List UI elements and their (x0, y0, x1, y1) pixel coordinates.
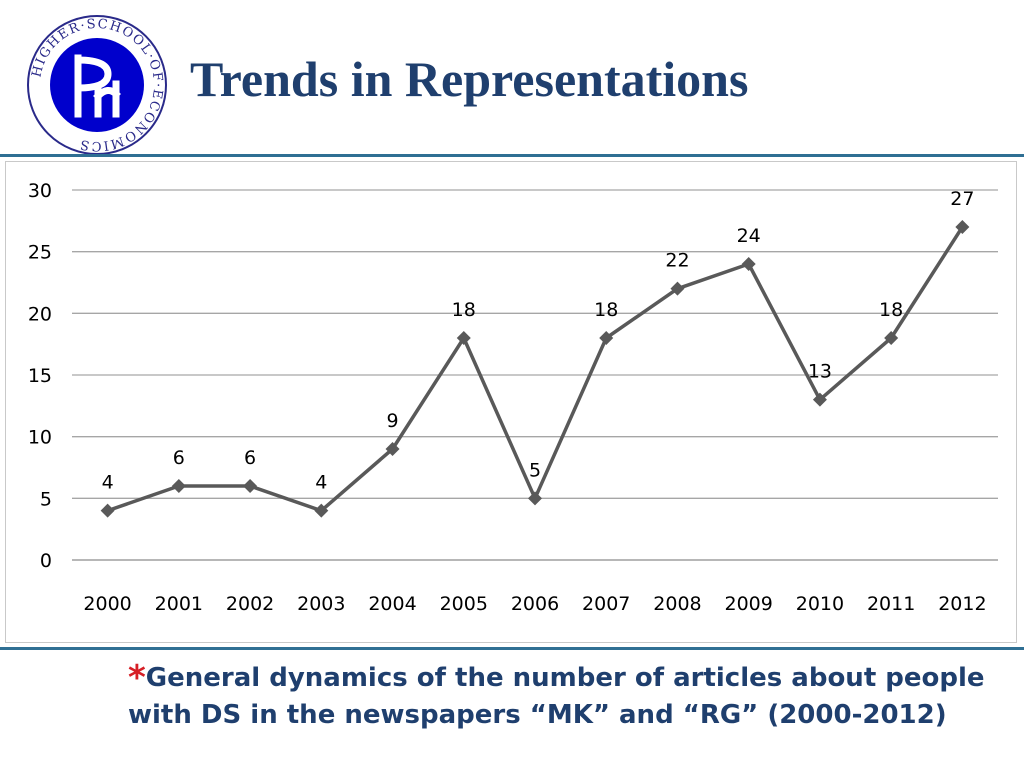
line-chart: 0 5 10 15 20 25 30 2000 2001 2002 2003 2004 2005 2006… (28, 180, 998, 615)
data-label: 13 (808, 361, 832, 383)
data-label: 9 (386, 410, 398, 432)
data-point-marker (528, 491, 542, 506)
y-tick-label: 15 (28, 365, 52, 387)
y-tick-label: 0 (40, 550, 52, 572)
y-tick-label: 20 (28, 303, 52, 325)
x-tick-label: 2012 (938, 593, 986, 615)
x-tick-label: 2010 (796, 593, 844, 615)
x-tick-label: 2005 (440, 593, 488, 615)
data-label: 5 (529, 459, 541, 481)
data-label: 4 (102, 472, 114, 494)
data-point-marker (955, 220, 970, 234)
y-tick-label: 10 (28, 427, 52, 449)
x-tick-label: 2002 (226, 593, 274, 615)
data-point-marker (171, 479, 186, 493)
x-tick-label: 2009 (725, 593, 773, 615)
data-label: 27 (950, 188, 974, 210)
data-label: 4 (315, 472, 327, 494)
x-tick-label: 2008 (653, 593, 701, 615)
data-point-marker (741, 257, 756, 271)
data-label: 6 (173, 447, 185, 469)
hse-logo: HIGHER·SCHOOL·OF·ECONOMICS (27, 15, 167, 155)
data-point-marker (456, 331, 471, 345)
chart-caption: *General dynamics of the number of artic… (128, 660, 988, 734)
caption-asterisk: * (128, 658, 146, 698)
data-point-marker (243, 479, 258, 493)
y-tick-label: 30 (28, 180, 52, 202)
top-divider (0, 154, 1024, 157)
x-tick-label: 2004 (368, 593, 416, 615)
x-tick-label: 2006 (511, 593, 559, 615)
data-label: 18 (594, 299, 618, 321)
x-tick-label: 2001 (155, 593, 203, 615)
data-label: 18 (452, 299, 476, 321)
data-label: 22 (665, 250, 689, 272)
data-point-marker (314, 503, 329, 518)
data-label: 18 (879, 299, 903, 321)
y-tick-label: 5 (40, 488, 52, 510)
logo-monogram (74, 54, 121, 118)
chart-frame: 0 5 10 15 20 25 30 2000 2001 2002 2003 2004 2005 2006… (5, 161, 1017, 643)
x-tick-label: 2007 (582, 593, 630, 615)
data-point-marker (599, 331, 614, 345)
data-label: 6 (244, 447, 256, 469)
data-point-marker (385, 442, 400, 456)
x-tick-label: 2000 (83, 593, 131, 615)
data-point-marker (884, 331, 899, 345)
x-tick-label: 2011 (867, 593, 915, 615)
x-tick-label: 2003 (297, 593, 345, 615)
bottom-divider (0, 647, 1024, 650)
data-point-marker (812, 392, 827, 407)
data-point-marker (100, 503, 115, 518)
caption-text: General dynamics of the number of articl… (128, 663, 985, 730)
y-tick-label: 25 (28, 242, 52, 264)
slide-title: Trends in Representations (190, 51, 749, 107)
data-label: 24 (737, 225, 761, 247)
